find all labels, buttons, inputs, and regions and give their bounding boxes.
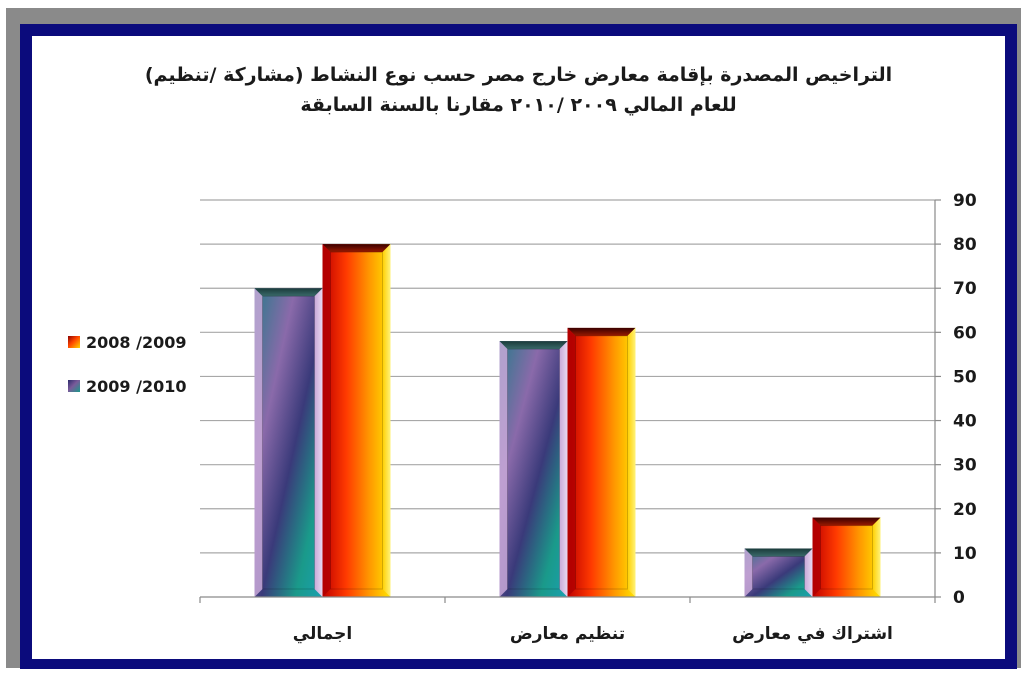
bar-bevel-top [567, 327, 636, 336]
y-tick-label-40: 40 [953, 412, 977, 432]
bar-bevel-right [314, 288, 323, 597]
legend-swatch-2008-2009 [68, 336, 80, 348]
category-label-1: تنظيم معارض [510, 624, 625, 644]
bar-warm-0 [322, 244, 391, 597]
bar-face [254, 288, 323, 597]
y-tick-label-0: 0 [953, 588, 965, 608]
y-tick-labels: 0 10 20 30 40 50 60 70 80 90 [935, 191, 977, 608]
bar-cool-0 [254, 288, 323, 597]
bar-face [744, 548, 813, 597]
y-tick-label-10: 10 [953, 544, 977, 564]
bar-face [499, 341, 568, 597]
bar-warm-1 [567, 327, 636, 597]
legend-label-2009-2010: 2009 /2010 [86, 376, 187, 396]
legend-item-2008-2009: 2008 /2009 [68, 320, 208, 364]
bar-bevel-right [559, 341, 568, 597]
bar-bevel-right [382, 244, 391, 597]
y-tick-label-80: 80 [953, 235, 977, 255]
bar-warm-2 [812, 517, 881, 597]
bar-cool-2 [744, 548, 813, 597]
bar-inner-edge [507, 348, 560, 590]
y-tick-label-90: 90 [953, 191, 977, 211]
bar-face [322, 244, 391, 597]
bar-inner-edge [752, 555, 805, 590]
bars [254, 244, 881, 597]
bar-bevel-left [812, 517, 821, 597]
bar-bevel-left [567, 327, 576, 597]
bar-cool-1 [499, 341, 568, 597]
y-tick-label-50: 50 [953, 367, 977, 387]
bar-bevel-top [499, 341, 568, 350]
y-tick-label-70: 70 [953, 279, 977, 299]
bar-bevel-left [499, 341, 508, 597]
chart-title-line-2: للعام المالي ٢٠٠٩ /٢٠١٠ مقارنا بالسنة ال… [300, 94, 737, 116]
legend-swatch-2009-2010 [68, 380, 80, 392]
y-tick-label-20: 20 [953, 500, 977, 520]
bar-bevel-top [254, 288, 323, 297]
y-tick-label-30: 30 [953, 456, 977, 476]
bar-inner-edge [575, 335, 628, 590]
bar-bevel-left [744, 548, 753, 597]
bar-bevel-top [322, 244, 391, 253]
category-labels: اجمالي تنظيم معارض اشتراك في معارض [293, 624, 893, 644]
legend-label-2008-2009: 2008 /2009 [86, 332, 187, 352]
bar-inner-edge [820, 525, 873, 590]
bar-bevel-right [804, 548, 813, 597]
chart-title: التراخيص المصدرة بإقامة معارض خارج مصر ح… [32, 60, 1005, 120]
y-tick-label-60: 60 [953, 323, 977, 343]
legend-item-2009-2010: 2009 /2010 [68, 364, 208, 408]
axes [199, 200, 936, 603]
bar-bevel-top [812, 517, 881, 526]
bar-bevel-left [254, 288, 263, 597]
bar-face [567, 327, 636, 597]
bar-bevel-left [322, 244, 331, 597]
category-label-0: اجمالي [293, 624, 352, 644]
bar-inner-edge [262, 295, 315, 590]
chart-title-line-1: التراخيص المصدرة بإقامة معارض خارج مصر ح… [144, 64, 893, 86]
category-label-2: اشتراك في معارض [732, 624, 893, 644]
legend: 2008 /2009 2009 /2010 [68, 320, 208, 408]
bar-face [812, 517, 881, 597]
bar-bevel-right [872, 517, 881, 597]
bar-bevel-top [744, 548, 813, 557]
bar-inner-edge [330, 251, 383, 590]
bar-bevel-right [627, 327, 636, 597]
